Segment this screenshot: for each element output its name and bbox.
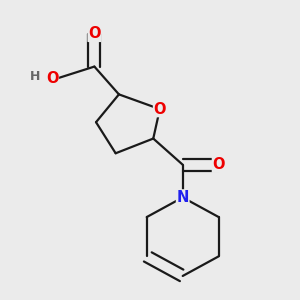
Text: O: O	[46, 70, 58, 86]
Text: N: N	[176, 190, 189, 205]
Text: H: H	[30, 70, 40, 83]
Text: O: O	[88, 26, 100, 41]
Text: O: O	[212, 157, 225, 172]
Text: O: O	[154, 102, 166, 117]
